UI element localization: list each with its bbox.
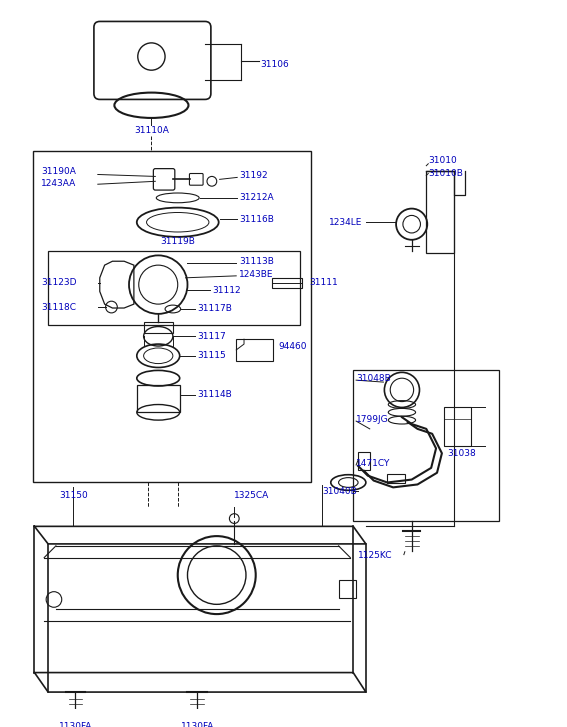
Text: 31110A: 31110A — [134, 126, 169, 135]
Text: 31111: 31111 — [310, 278, 338, 287]
Text: 1125KC: 1125KC — [358, 551, 392, 560]
Text: 31113B: 31113B — [239, 257, 274, 266]
Text: 31115: 31115 — [197, 351, 226, 361]
Bar — [143, 321, 173, 334]
Text: 31119B: 31119B — [160, 237, 195, 246]
Text: 94460: 94460 — [278, 342, 307, 350]
Text: 31212A: 31212A — [239, 193, 274, 202]
Bar — [444, 407, 471, 446]
Text: 31038: 31038 — [448, 449, 476, 458]
Text: 1234LE: 1234LE — [329, 218, 362, 227]
Bar — [48, 252, 299, 324]
Text: 31114B: 31114B — [197, 390, 232, 399]
Text: 31048B: 31048B — [356, 374, 391, 382]
Text: 31040B: 31040B — [322, 487, 357, 496]
Bar — [426, 171, 454, 254]
Text: 1325CA: 1325CA — [234, 491, 269, 499]
Text: 1799JG: 1799JG — [356, 414, 389, 424]
Text: 31190A: 31190A — [41, 167, 76, 176]
Text: 1130FA: 1130FA — [180, 722, 214, 727]
Bar — [236, 340, 273, 361]
Text: 31117: 31117 — [197, 332, 226, 341]
Text: 31192: 31192 — [239, 171, 268, 180]
Text: 31118C: 31118C — [41, 302, 77, 312]
Text: 31010B: 31010B — [428, 169, 463, 178]
Text: 31123D: 31123D — [41, 278, 77, 287]
Bar — [353, 370, 500, 521]
Text: 31010: 31010 — [428, 156, 457, 165]
Text: 31150: 31150 — [59, 491, 88, 499]
Text: 1471CY: 1471CY — [356, 459, 391, 467]
Text: 1130FA: 1130FA — [59, 722, 92, 727]
Bar — [272, 278, 302, 288]
Bar — [137, 385, 180, 412]
Text: 1243AA: 1243AA — [41, 179, 77, 188]
Text: 31117B: 31117B — [197, 305, 232, 313]
Bar — [33, 151, 311, 483]
Text: 31112: 31112 — [212, 286, 240, 295]
Bar — [338, 580, 356, 598]
Text: 1243BE: 1243BE — [239, 270, 274, 279]
Text: 31106: 31106 — [261, 60, 289, 69]
Text: 31116B: 31116B — [239, 214, 274, 224]
Bar — [358, 452, 370, 470]
Bar — [387, 474, 405, 483]
